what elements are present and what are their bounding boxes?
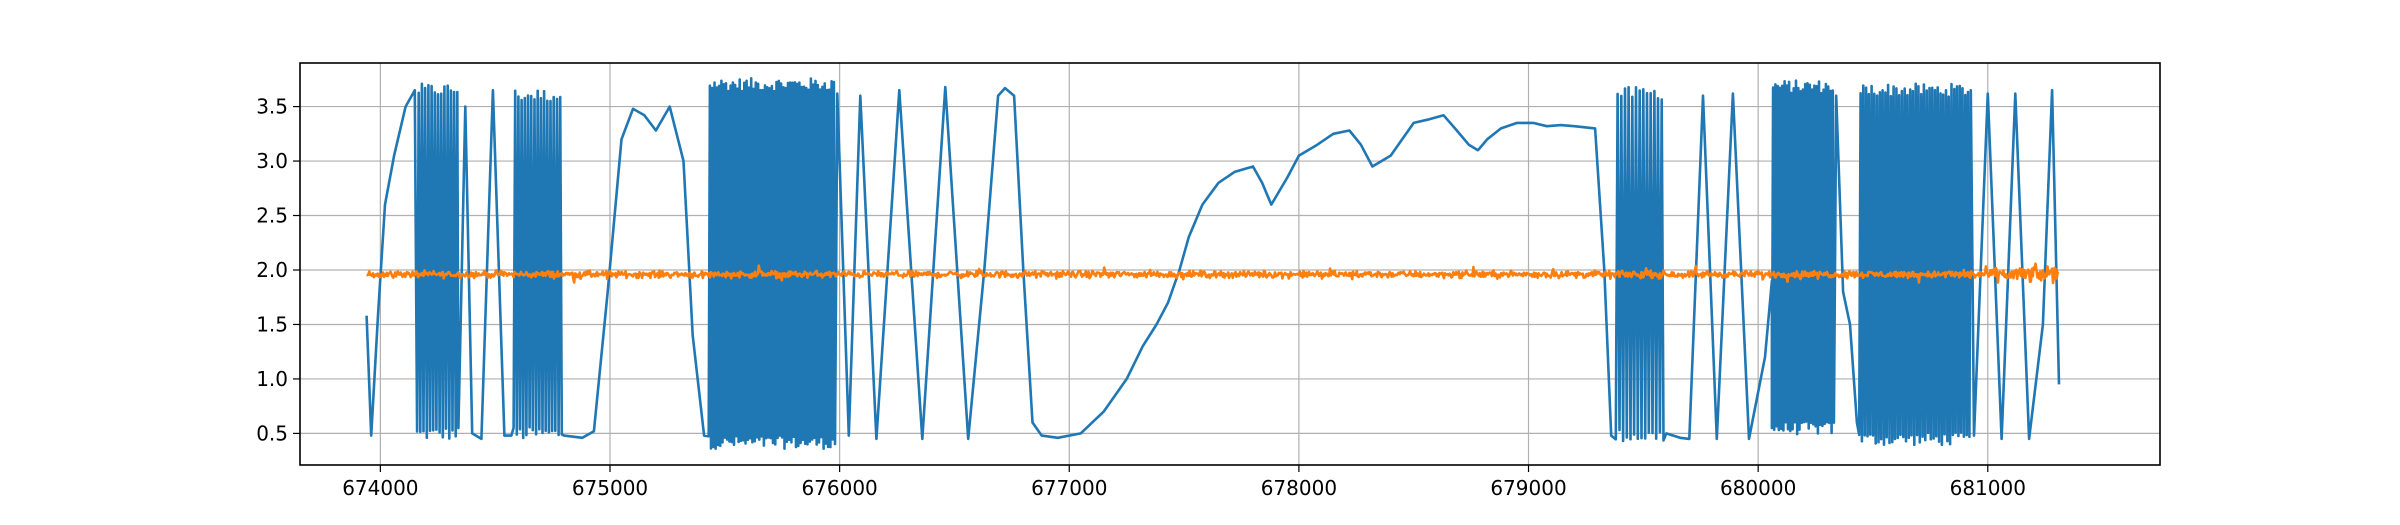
y-tick-label: 1.0 — [256, 367, 288, 391]
y-tick-label: 3.0 — [256, 149, 288, 173]
x-tick-label: 674000 — [342, 476, 418, 500]
y-tick-label: 2.5 — [256, 204, 288, 228]
x-tick-label: 676000 — [801, 476, 877, 500]
x-tick-label: 680000 — [1720, 476, 1796, 500]
axis-ticks: 674000 675000 676000 677000 678000 679000 6800… — [256, 95, 2026, 500]
y-tick-label: 3.5 — [256, 95, 288, 119]
y-tick-label: 1.5 — [256, 312, 288, 336]
x-tick-label: 679000 — [1490, 476, 1566, 500]
x-tick-label: 681000 — [1950, 476, 2026, 500]
series-line-2 — [366, 262, 2060, 285]
y-tick-label: 2.0 — [256, 258, 288, 282]
plot-frame — [299, 62, 2161, 466]
series-group — [365, 77, 2061, 450]
x-tick-label: 675000 — [572, 476, 648, 500]
x-tick-label: 677000 — [1031, 476, 1107, 500]
series-line-1 — [365, 77, 2061, 450]
x-tick-label: 678000 — [1261, 476, 1337, 500]
y-tick-label: 0.5 — [256, 421, 288, 445]
